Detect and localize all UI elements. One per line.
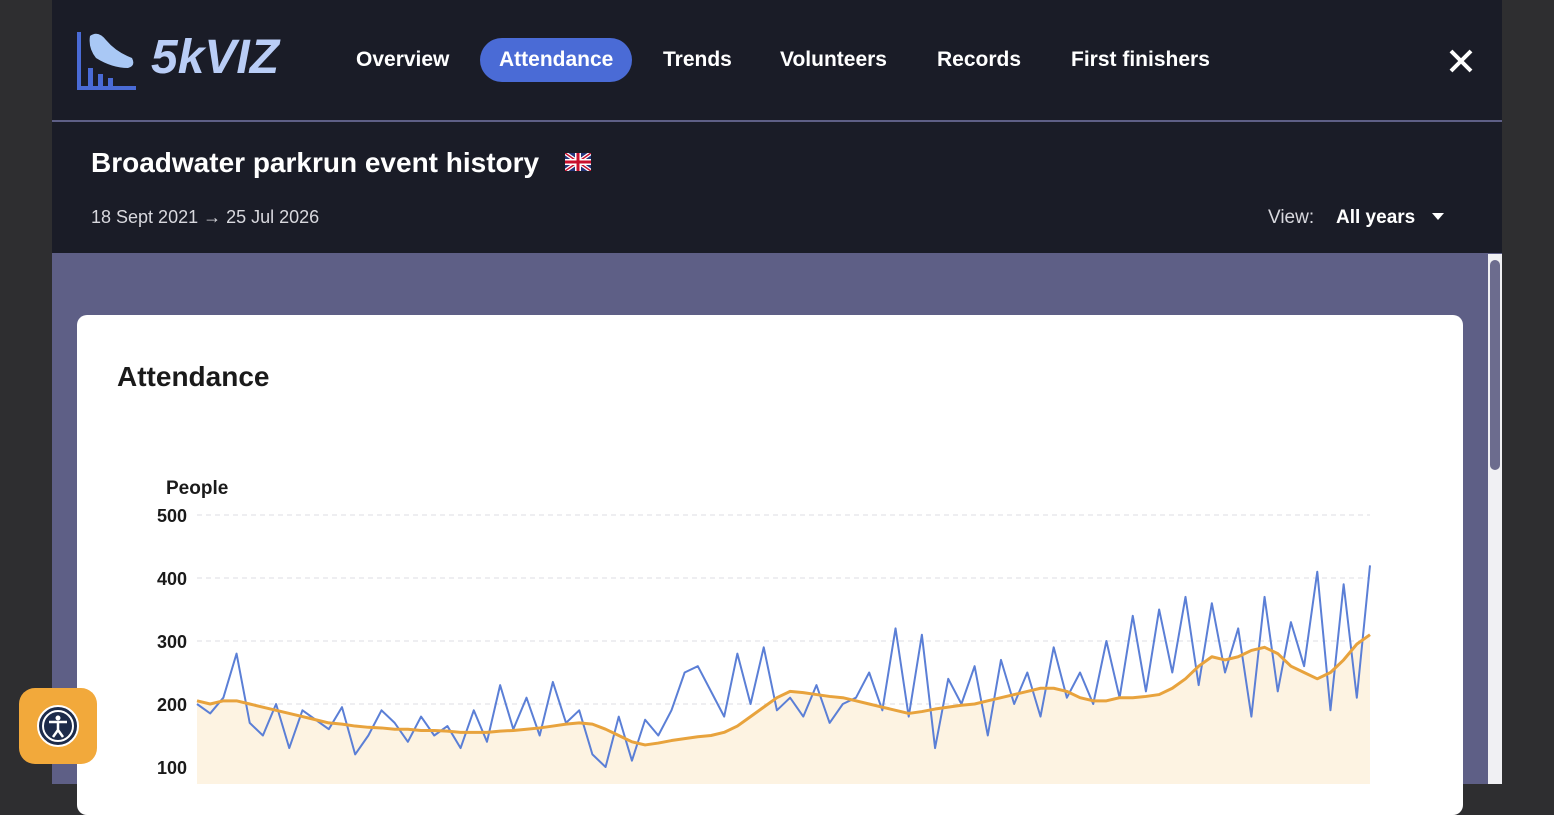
scrollbar[interactable] bbox=[1488, 254, 1502, 784]
area bbox=[197, 634, 1370, 784]
card-title: Attendance bbox=[117, 361, 270, 392]
y-tick-label: 300 bbox=[157, 632, 187, 652]
date-range: 18 Sept 2021 → 25 Jul 2026 bbox=[91, 207, 320, 227]
flag-icon bbox=[565, 153, 591, 171]
y-tick-label: 500 bbox=[157, 506, 187, 526]
page-title: Broadwater parkrun event history bbox=[91, 147, 540, 178]
close-button[interactable] bbox=[1448, 48, 1474, 74]
logo-text: 5kVIZ bbox=[151, 31, 280, 84]
dropdown-arrow bbox=[1432, 213, 1444, 220]
navbar: 5kVIZ Overview Attendance Trends Volunteers… bbox=[52, 0, 1502, 120]
chart: People 100 200 300 400 500 bbox=[157, 478, 1371, 784]
series-line bbox=[196, 565, 1371, 768]
view-label: View: bbox=[1268, 207, 1315, 228]
nav-item[interactable]: Overview bbox=[356, 48, 450, 71]
logo-icon bbox=[77, 32, 136, 90]
nav-item[interactable]: Attendance bbox=[480, 38, 633, 82]
nav-item[interactable]: Records bbox=[937, 48, 1022, 71]
y-tick-label: 400 bbox=[157, 569, 187, 589]
nav-item[interactable]: First finishers bbox=[1071, 48, 1210, 71]
nav-item[interactable]: Volunteers bbox=[780, 48, 887, 71]
series-line bbox=[196, 633, 1371, 747]
y-axis-label: People bbox=[166, 478, 228, 499]
y-tick-label: 100 bbox=[157, 758, 187, 778]
page: 5kVIZ Overview Attendance Trends Volunteers… bbox=[19, 0, 1502, 815]
accessibility-button[interactable] bbox=[19, 688, 97, 764]
y-tick-label: 200 bbox=[157, 695, 187, 715]
header: Broadwater parkrun event history 18 Sept… bbox=[52, 122, 1502, 253]
view-select[interactable]: All years bbox=[1336, 207, 1416, 228]
nav-item[interactable]: Trends bbox=[663, 48, 732, 71]
